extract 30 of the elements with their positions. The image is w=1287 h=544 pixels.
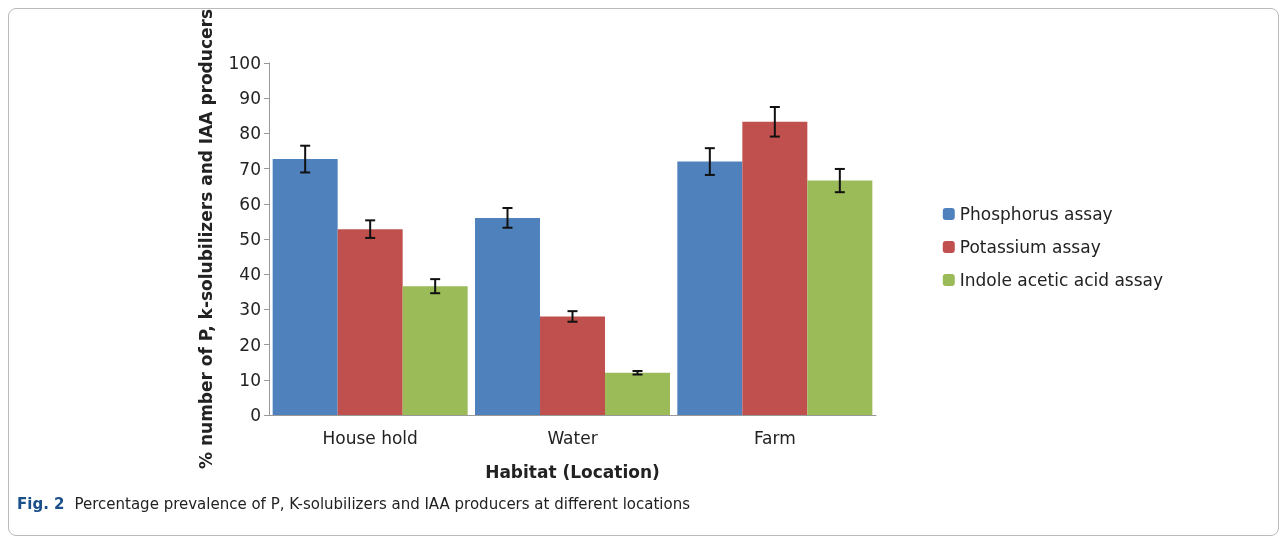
y-tick-label: 20 [239, 334, 261, 355]
legend-label: Potassium assay [959, 237, 1101, 257]
y-tick-label: 70 [239, 158, 261, 179]
bar [475, 217, 540, 415]
y-tick-label: 50 [239, 229, 261, 249]
y-tick-label: 90 [239, 88, 261, 109]
y-tick-label: 100 [228, 53, 261, 73]
bar [605, 372, 670, 415]
y-tick-label: 0 [250, 405, 261, 425]
y-tick-label: 60 [239, 193, 261, 214]
x-tick-label: Water [547, 427, 598, 448]
y-axis-title: % number of P, k-solubilizers and IAA producers [196, 9, 216, 469]
bar [540, 316, 605, 415]
caption: Fig. 2 [17, 495, 65, 513]
y-tick-label: 30 [239, 299, 261, 320]
bar [677, 161, 743, 415]
bar [402, 286, 468, 415]
y-tick-label: 10 [239, 369, 261, 390]
y-tick-label: 80 [239, 123, 261, 144]
x-axis-title: Habitat (Location) [485, 461, 660, 482]
legend-label: Phosphorus assay [959, 204, 1113, 224]
x-tick-label: Farm [753, 427, 796, 448]
bar [272, 159, 338, 415]
legend-label: Indole acetic acid assay [959, 270, 1164, 290]
bar [337, 229, 403, 415]
x-tick-label: House hold [322, 427, 418, 448]
bar [742, 121, 808, 415]
bar [807, 180, 873, 415]
y-tick-label: 40 [239, 264, 261, 285]
text: Percentage prevalence of P, K-solubilizers and IAA producers at different locations [74, 495, 691, 513]
